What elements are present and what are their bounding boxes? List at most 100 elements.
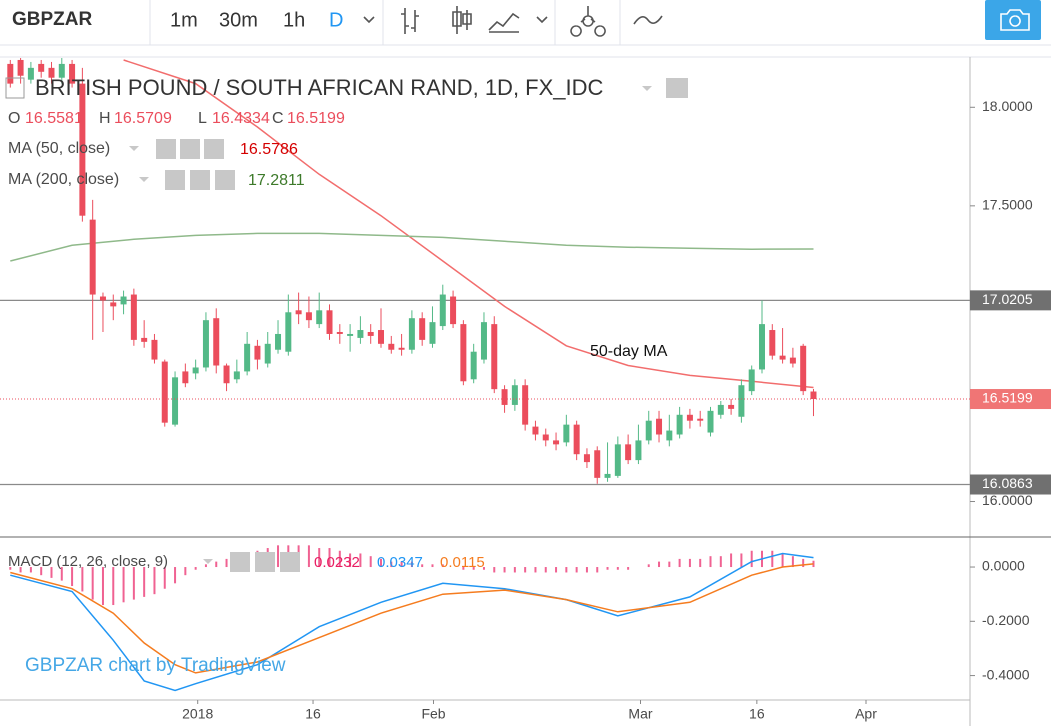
area-icon[interactable]: [488, 12, 520, 33]
candle-body: [305, 312, 312, 321]
histogram-bar: [544, 567, 547, 573]
indicator-name: MA (50, close): [8, 140, 110, 157]
candle-body: [553, 440, 560, 445]
collapse-icon[interactable]: [5, 77, 25, 99]
eye-icon[interactable]: [165, 170, 185, 190]
histogram-bar: [215, 561, 218, 568]
candle-body: [429, 322, 436, 344]
histogram-bar: [318, 548, 321, 568]
settings-icon[interactable]: [190, 170, 210, 190]
y-tick-label: 18.0000: [982, 98, 1033, 114]
eye-icon[interactable]: [230, 552, 250, 572]
histogram-bar: [771, 550, 774, 568]
histogram-bar: [410, 561, 413, 568]
eye-icon[interactable]: [156, 139, 176, 159]
candle-body: [511, 385, 518, 405]
level-label-box: [970, 290, 1051, 311]
candle-body: [7, 63, 14, 84]
level-label: 17.0205: [982, 291, 1033, 307]
indicator-value: 0.0115: [440, 554, 485, 571]
remove-icon[interactable]: [204, 139, 224, 159]
candle-body: [501, 389, 508, 405]
histogram-bar: [709, 556, 712, 568]
candle-body: [48, 67, 55, 78]
histogram-bar: [369, 556, 372, 568]
histogram-bar: [431, 564, 434, 568]
candle-body: [408, 318, 415, 350]
eye-icon[interactable]: [666, 78, 688, 98]
candle-body: [645, 420, 652, 441]
candle-body: [491, 324, 498, 390]
last-price-label: 16.5199: [982, 390, 1033, 406]
candle-body: [161, 361, 168, 423]
indicators-icon[interactable]: [570, 6, 606, 37]
candle-body: [676, 414, 683, 435]
compare-icon[interactable]: [633, 15, 663, 25]
histogram-bar: [678, 558, 681, 568]
x-tick-label: 2018: [182, 706, 213, 722]
candle-body: [439, 294, 446, 327]
settings-icon[interactable]: [180, 139, 200, 159]
histogram-bar: [81, 567, 84, 592]
interval[interactable]: D: [329, 9, 343, 31]
histogram-bar: [472, 567, 475, 570]
candle-body: [17, 59, 24, 76]
candle-body: [316, 310, 323, 325]
histogram-bar: [658, 561, 661, 568]
candle-body: [182, 371, 189, 384]
candle-body: [686, 414, 693, 421]
candle-body: [110, 302, 117, 307]
histogram-bar: [585, 567, 588, 573]
dropdown-icon[interactable]: [139, 177, 149, 182]
candle-body: [800, 345, 807, 392]
candles-icon[interactable]: [452, 6, 472, 34]
settings-icon[interactable]: [255, 552, 275, 572]
histogram-bar: [503, 567, 506, 573]
candle-body: [614, 444, 621, 476]
histogram-bar: [29, 567, 32, 573]
candle-body: [141, 337, 148, 342]
candle-body: [480, 322, 487, 360]
dropdown-icon[interactable]: [129, 146, 139, 151]
dropdown-icon[interactable]: [536, 16, 548, 24]
histogram-bar: [184, 567, 187, 576]
y-tick-label: 0.0000: [982, 558, 1025, 574]
histogram-bar: [616, 567, 619, 570]
ohlc-value: 16.4334: [212, 110, 270, 127]
histogram-bar: [174, 567, 177, 584]
candle-body: [336, 331, 343, 334]
remove-icon[interactable]: [280, 552, 300, 572]
ohlc-value: 16.5199: [287, 110, 345, 127]
histogram-bar: [143, 567, 146, 597]
histogram-bar: [493, 567, 496, 573]
histogram-bar: [534, 567, 537, 573]
ohlc-label: L: [198, 110, 207, 127]
level-label: 16.0863: [982, 475, 1033, 491]
candle-body: [789, 357, 796, 364]
indicator-value: 16.5786: [240, 141, 298, 158]
histogram-bar: [606, 567, 609, 570]
histogram-bar: [565, 567, 568, 573]
candle-body: [38, 63, 45, 72]
interval[interactable]: 1h: [283, 9, 305, 31]
dropdown-icon[interactable]: [642, 86, 652, 91]
histogram-bar: [555, 567, 558, 573]
dropdown-icon[interactable]: [363, 16, 375, 24]
interval[interactable]: 1m: [170, 9, 198, 31]
indicator-value: 0.0232: [314, 554, 360, 571]
candle-body: [79, 83, 86, 216]
remove-icon[interactable]: [215, 170, 235, 190]
histogram-bar: [730, 553, 733, 568]
histogram-bar: [338, 550, 341, 568]
ohlc-value: 16.5709: [114, 110, 172, 127]
bars-icon[interactable]: [401, 8, 419, 34]
symbol[interactable]: GBPZAR: [12, 9, 93, 30]
histogram-bar: [9, 567, 12, 570]
candle-body: [202, 320, 209, 368]
snapshot-button[interactable]: [985, 0, 1041, 40]
interval[interactable]: 30m: [219, 9, 258, 31]
dropdown-icon[interactable]: [203, 559, 213, 564]
histogram-bar: [204, 564, 207, 568]
candle-body: [707, 410, 714, 433]
